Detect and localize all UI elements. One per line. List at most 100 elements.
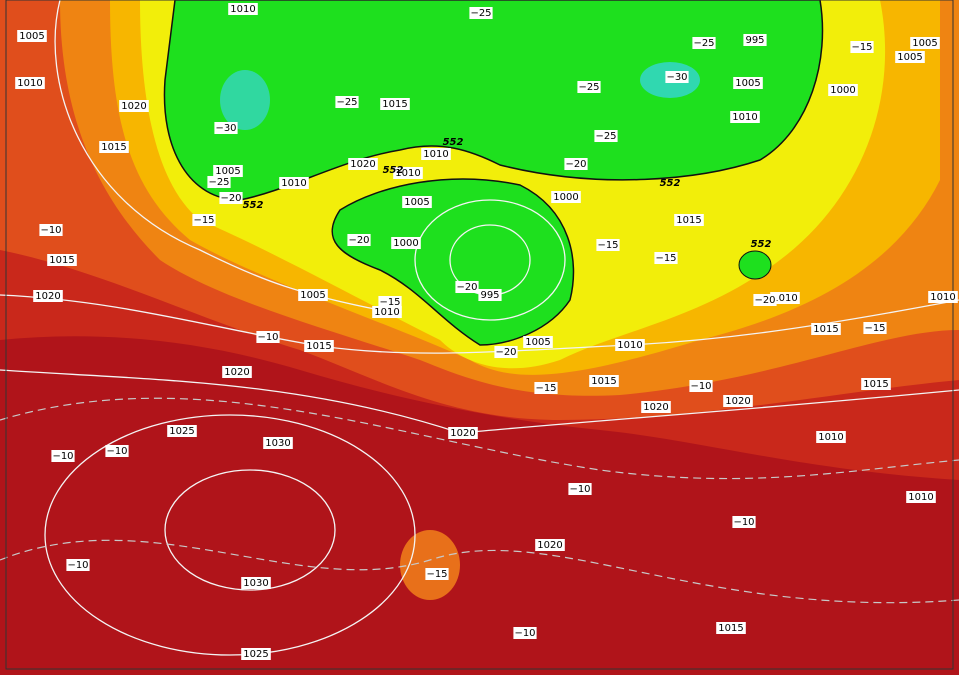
temperature-label: −10 bbox=[40, 225, 61, 236]
label-box bbox=[241, 648, 271, 660]
label-box bbox=[910, 37, 940, 49]
label-box bbox=[730, 111, 760, 123]
temperature-label: −15 bbox=[597, 240, 618, 251]
isobar-label: 1005 bbox=[404, 197, 429, 208]
isobar-label: 1000 bbox=[393, 238, 418, 249]
temperature-label: −25 bbox=[595, 131, 616, 142]
label-box bbox=[615, 339, 645, 351]
label-box bbox=[863, 322, 887, 334]
label-box bbox=[641, 401, 671, 413]
isobar-label: 1030 bbox=[243, 578, 268, 589]
label-box bbox=[219, 192, 243, 204]
temperature-label: −30 bbox=[215, 123, 236, 134]
isobar-label: 1025 bbox=[169, 426, 194, 437]
temperature-label: −25 bbox=[693, 38, 714, 49]
label-box bbox=[770, 292, 800, 304]
isobar bbox=[414, 199, 566, 321]
temperature-label: −10 bbox=[514, 628, 535, 639]
warm-spot bbox=[400, 530, 460, 600]
isobar-label: 1025 bbox=[243, 649, 268, 660]
isobar-label: 1020 bbox=[450, 428, 475, 439]
isobar-label: 1010 bbox=[930, 292, 955, 303]
label-box bbox=[861, 378, 891, 390]
isobar-label: 1010 bbox=[908, 492, 933, 503]
label-box bbox=[534, 382, 558, 394]
label-box bbox=[228, 3, 258, 15]
label-box bbox=[51, 450, 75, 462]
label-box bbox=[689, 380, 713, 392]
label-box bbox=[425, 568, 449, 580]
temperature-label: −20 bbox=[754, 295, 775, 306]
label-box bbox=[723, 395, 753, 407]
isobar bbox=[0, 294, 959, 354]
label-box bbox=[551, 191, 581, 203]
temperature-label: −25 bbox=[208, 177, 229, 188]
label-box bbox=[207, 176, 231, 188]
temperature-label: −10 bbox=[569, 484, 590, 495]
label-box bbox=[119, 100, 149, 112]
label-box bbox=[535, 539, 565, 551]
isobar-label: 1015 bbox=[101, 142, 126, 153]
label-box bbox=[348, 158, 378, 170]
isotherm bbox=[0, 539, 959, 604]
isobar-label: 1020 bbox=[537, 540, 562, 551]
label-box bbox=[256, 331, 280, 343]
label-box bbox=[347, 234, 371, 246]
label-box bbox=[816, 431, 846, 443]
isobar-label: 1015 bbox=[306, 341, 331, 352]
isobar-label: 1005 bbox=[897, 52, 922, 63]
label-box bbox=[378, 296, 402, 308]
isobar-label: 1010 bbox=[732, 112, 757, 123]
label-box bbox=[654, 252, 678, 264]
label-box bbox=[828, 84, 858, 96]
isotherm bbox=[0, 397, 959, 480]
label-box bbox=[895, 51, 925, 63]
temperature-label: −15 bbox=[193, 215, 214, 226]
label-box bbox=[692, 37, 716, 49]
label-box bbox=[811, 323, 841, 335]
label-box bbox=[665, 71, 689, 83]
temperature-label: −25 bbox=[470, 8, 491, 19]
label-layer: 1010 1005 1010 1020 1015 1015 1005 1010 1020 1010… bbox=[15, 3, 958, 660]
temperature-label: −25 bbox=[578, 82, 599, 93]
label-box bbox=[455, 281, 479, 293]
isobar-label: 1030 bbox=[265, 438, 290, 449]
label-box bbox=[33, 290, 63, 302]
temperature-label: −10 bbox=[733, 517, 754, 528]
isobar-label: 1015 bbox=[591, 376, 616, 387]
label-box bbox=[478, 289, 502, 301]
label-box bbox=[448, 427, 478, 439]
temperature-label: −20 bbox=[220, 193, 241, 204]
cold-area bbox=[331, 178, 575, 346]
temperature-label: −10 bbox=[690, 381, 711, 392]
very-cold-area bbox=[220, 70, 270, 130]
label-box bbox=[753, 294, 777, 306]
label-box bbox=[304, 340, 334, 352]
isobar-label: 1015 bbox=[863, 379, 888, 390]
label-box bbox=[850, 41, 874, 53]
temperature-label: −30 bbox=[666, 72, 687, 83]
cold-area bbox=[163, 0, 824, 201]
temperature-label: −15 bbox=[851, 42, 872, 53]
label-box bbox=[564, 158, 588, 170]
temperature-label: −20 bbox=[348, 235, 369, 246]
isobar-label: 1020 bbox=[224, 367, 249, 378]
label-box bbox=[380, 98, 410, 110]
isobar-label: 995 bbox=[480, 290, 499, 301]
isobar-label: 1010 bbox=[395, 168, 420, 179]
isobar-label: 1015 bbox=[382, 99, 407, 110]
isobar-label: 1000 bbox=[553, 192, 578, 203]
temperature-label: −10 bbox=[67, 560, 88, 571]
label-box bbox=[421, 148, 451, 160]
isobar-label: 1000 bbox=[830, 85, 855, 96]
label-box bbox=[594, 130, 618, 142]
label-box bbox=[192, 214, 216, 226]
label-box bbox=[732, 516, 756, 528]
label-box bbox=[214, 122, 238, 134]
label-box bbox=[513, 627, 537, 639]
label-box bbox=[494, 346, 518, 358]
label-box bbox=[391, 237, 421, 249]
isobar-label: 1020 bbox=[643, 402, 668, 413]
label-box bbox=[335, 96, 359, 108]
